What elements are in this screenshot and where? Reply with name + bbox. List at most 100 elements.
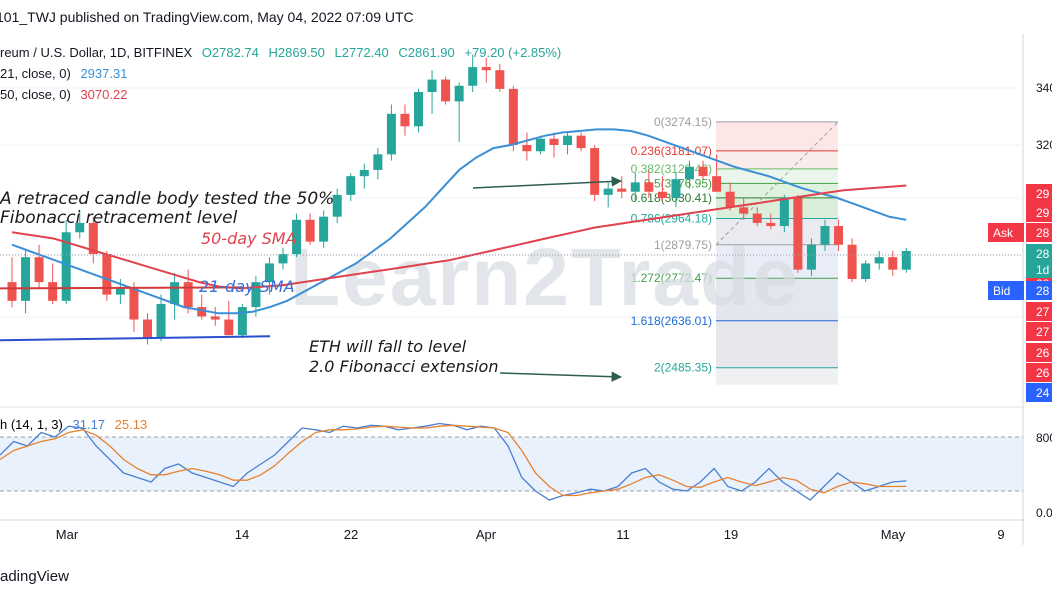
stochastic-pane [0, 422, 1023, 501]
candle-body [468, 67, 478, 86]
candle [725, 182, 735, 211]
fib-label-1.272: 1.272(2772.47) [631, 271, 712, 285]
bid-label-bg [988, 281, 1024, 300]
candle [183, 269, 193, 314]
sma50-legend-row[interactable]: 50, close, 0) 3070.22 [0, 84, 561, 105]
candle [644, 169, 654, 198]
sma21-legend-row[interactable]: 21, close, 0) 2937.31 [0, 63, 561, 84]
candle [373, 148, 383, 180]
candle [197, 294, 207, 320]
candle-body [874, 257, 884, 264]
support-line [0, 335, 271, 342]
candle [576, 132, 586, 152]
ohlc-low: L2772.40 [334, 45, 389, 60]
candle [224, 300, 234, 336]
price-tick: 340 [1036, 81, 1052, 95]
annotations: A retraced candle body tested the 50% Fi… [0, 189, 498, 376]
candle-body [427, 79, 437, 93]
stochastic-legend[interactable]: h (14, 1, 3) 31.17 25.13 [0, 417, 147, 432]
candle [170, 272, 180, 320]
candle-body [197, 307, 207, 317]
fib-zone [716, 183, 838, 198]
candle [88, 216, 98, 264]
candle-body [657, 191, 667, 198]
fib-label-1.618: 1.618(2636.01) [631, 314, 712, 328]
candle [806, 238, 816, 276]
candle [292, 213, 302, 258]
tradingview-brand[interactable]: adingView [0, 567, 69, 585]
watermark: Learn2Trade [290, 232, 798, 323]
annotation-sma21: 21-day SMA [199, 277, 295, 296]
osc-axis-bottom: 0.0 [1036, 506, 1052, 520]
candle [657, 176, 667, 202]
candle-body [441, 79, 451, 102]
ohlc-change: +79.20 (+2.85%) [464, 45, 562, 60]
footer-bar: adingView [0, 560, 1052, 592]
candle-body [319, 216, 329, 242]
annotation-sma50: 50-day SMA [201, 229, 297, 248]
candle-body [305, 219, 315, 242]
candle-body [535, 138, 545, 152]
ohlc-high: H2869.50 [268, 45, 325, 60]
fib-zone [716, 168, 838, 184]
candle-body [143, 319, 152, 339]
symbol-row: reum / U.S. Dollar, 1D, BITFINEX O2782.7… [0, 42, 561, 63]
candle [495, 63, 505, 93]
stochastic-d-line [0, 424, 907, 497]
candle [698, 160, 708, 180]
candle [332, 188, 342, 223]
candle [75, 210, 85, 239]
stochastic-d-value: 25.13 [114, 417, 148, 432]
candle-body [495, 70, 505, 89]
current-price: 28 [1036, 247, 1050, 261]
symbol-name[interactable]: reum / U.S. Dollar, 1D, BITFINEX [0, 45, 193, 60]
fib-zone [716, 244, 838, 279]
candle [427, 70, 437, 114]
candle [739, 197, 749, 220]
candle-body [346, 176, 356, 195]
fib-label-0.236: 0.236(3181.07) [631, 144, 712, 158]
candle [793, 194, 803, 273]
candle [400, 104, 410, 136]
candle-body [21, 257, 31, 301]
candle [861, 260, 871, 283]
candle [7, 257, 17, 308]
chart-canvas[interactable]: 0(3274.15)0.236(3181.07)0.382(3123.49)0.… [0, 0, 1052, 560]
stochastic-label: h (14, 1, 3) [0, 417, 63, 432]
candle [901, 247, 911, 273]
price-label-blue [1026, 383, 1052, 402]
stochastic-k-value: 31.17 [72, 417, 106, 432]
candle-body [75, 222, 85, 233]
candle-body [61, 232, 71, 301]
bid-price: 28 [1036, 284, 1050, 298]
fib-label-1: 1(2879.75) [654, 238, 712, 252]
candle [847, 238, 857, 283]
candle [21, 250, 31, 314]
fib-extension-zone [716, 278, 838, 385]
candle-body [129, 288, 139, 320]
countdown: 1d [1036, 263, 1049, 277]
fib-zone [716, 150, 838, 169]
candle [414, 88, 423, 133]
price-label-red-text: 29 [1036, 187, 1050, 201]
candle-body [806, 244, 816, 270]
price-label-red [1026, 184, 1052, 203]
candle-body [7, 282, 17, 301]
candle-body [481, 67, 491, 71]
candle-body [644, 182, 654, 192]
arrow-to-fib-50 [472, 176, 623, 189]
price-label-red [1026, 343, 1052, 362]
ask-label-bg [988, 223, 1024, 242]
candle-body [454, 85, 464, 102]
candle [834, 219, 844, 251]
candle [549, 132, 559, 158]
candle [874, 250, 884, 270]
candle [468, 54, 478, 93]
time-label: May [881, 527, 906, 542]
candle-body [224, 319, 234, 336]
fib-label-2: 2(2485.35) [654, 361, 712, 375]
candle-body [549, 138, 559, 145]
arrow-to-fib-2 [499, 371, 623, 382]
candle [359, 163, 369, 189]
